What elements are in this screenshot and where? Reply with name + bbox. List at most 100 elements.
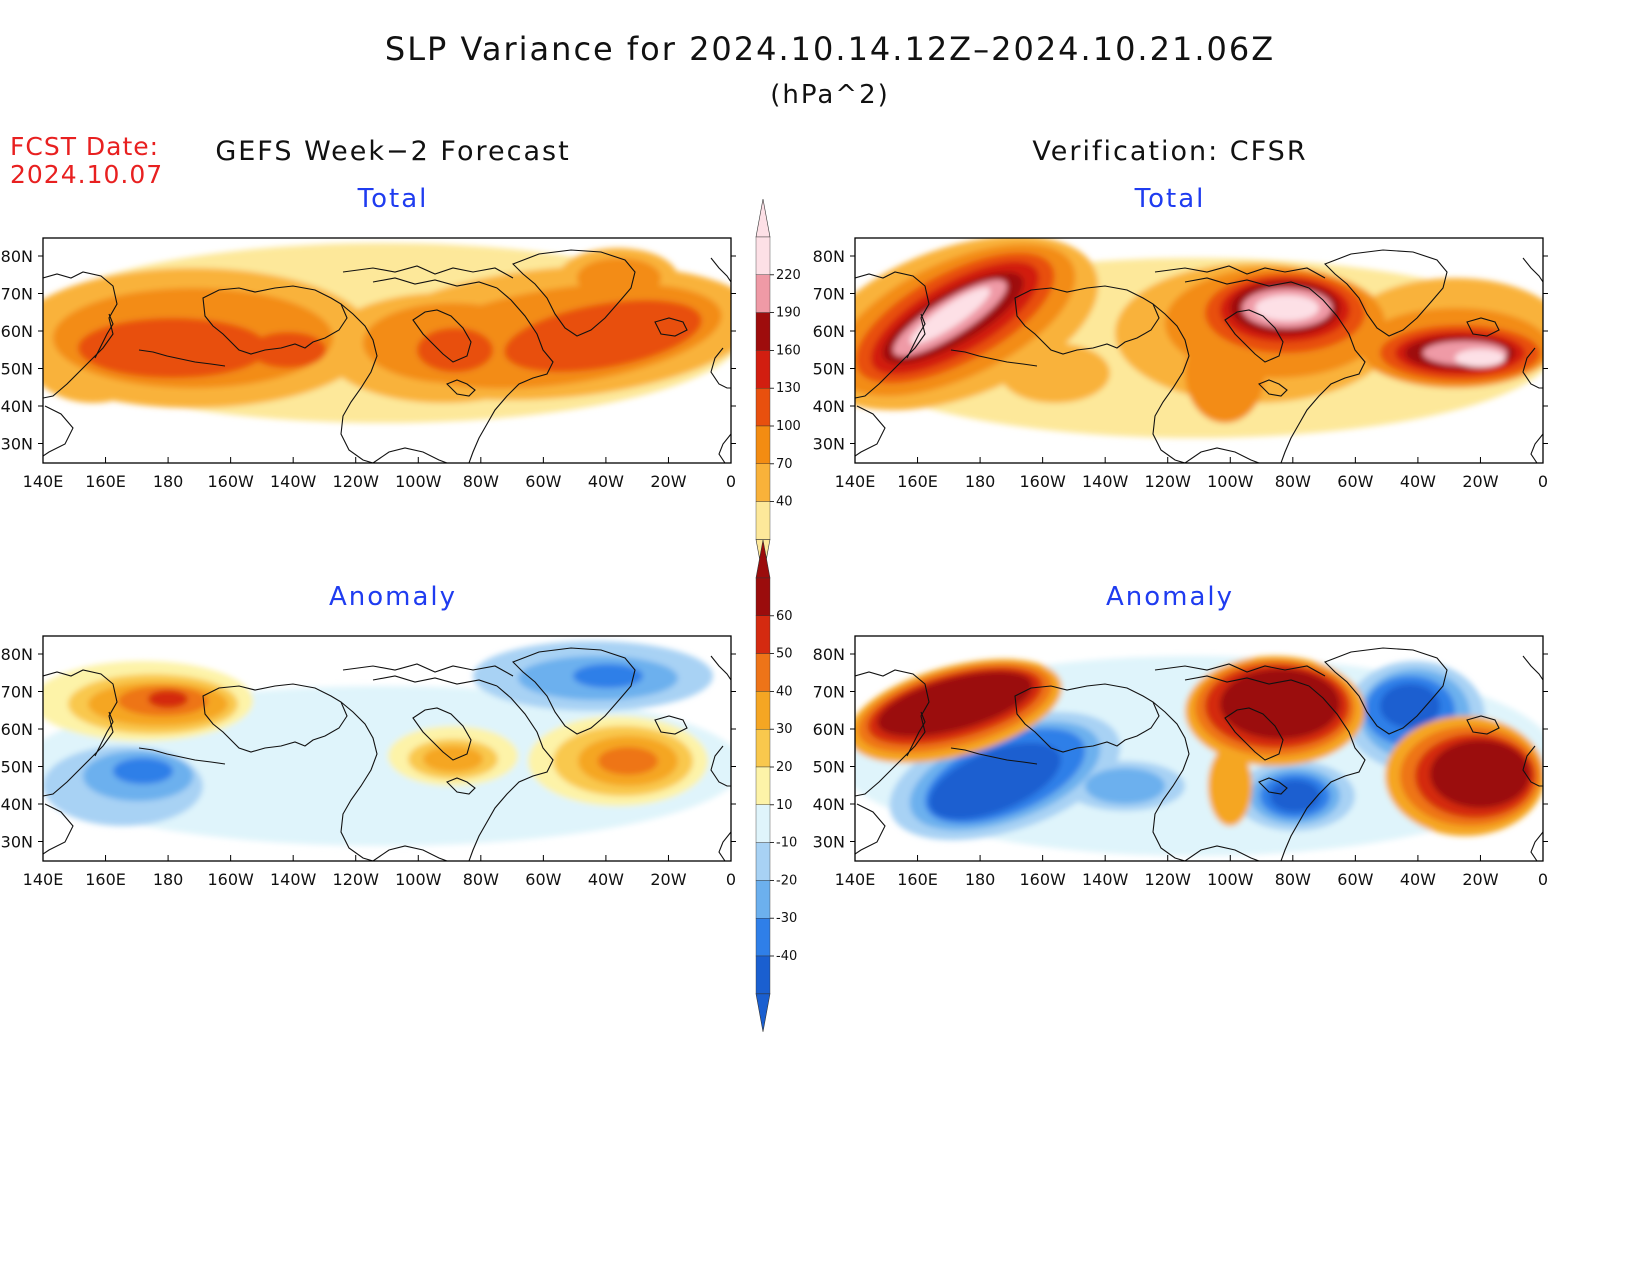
lon-tick-label: 20W <box>1462 472 1498 491</box>
lat-tick-label: 80N <box>813 645 845 664</box>
verification-column-heading: Verification: CFSR <box>1032 136 1308 167</box>
lon-tick-label: 120W <box>1145 870 1192 889</box>
lon-tick-label: 100W <box>1207 870 1254 889</box>
verification-anomaly-title: Anomaly <box>1105 582 1235 612</box>
colorbar-label: -30 <box>776 911 797 926</box>
lon-tick-label: 100W <box>395 472 442 491</box>
lat-tick-label: 70N <box>813 683 845 702</box>
contour-region <box>417 328 493 372</box>
contour-region <box>877 671 1033 737</box>
field-shading <box>855 656 1543 856</box>
contour-region <box>577 258 661 298</box>
lon-tick-label: 160W <box>207 472 254 491</box>
lon-tick-label: 100W <box>395 870 442 889</box>
lat-tick-label: 50N <box>1 360 33 379</box>
lon-tick-label: 40W <box>588 870 624 889</box>
forecast-anomaly-map: 140E 160E 180 160W 140W 120W 100W 80W 60W 40W 20W 0… <box>1 635 736 889</box>
lon-tick-label: 20W <box>650 472 686 491</box>
contour-region <box>1270 780 1320 812</box>
lat-tick-label: 50N <box>813 758 845 777</box>
lon-tick-label: 80W <box>1275 870 1311 889</box>
field-shading <box>855 238 1543 438</box>
lon-tick-label: 40W <box>1400 472 1436 491</box>
colorbar-label: 20 <box>776 760 793 775</box>
lon-tick-label: 40W <box>588 472 624 491</box>
lon-tick-label: 60W <box>1337 870 1373 889</box>
lon-tick-label: 140E <box>835 472 876 491</box>
forecast-total-map: 140E 160E 180 160W 140W 120W 100W 80W 60W 40W 20W 0… <box>1 237 736 491</box>
lon-tick-label: 120W <box>333 472 380 491</box>
lon-tick-label: 160W <box>207 870 254 889</box>
lon-tick-label: 140W <box>1082 472 1129 491</box>
lon-tick-label: 180 <box>965 870 996 889</box>
contour-region <box>78 318 268 378</box>
contour-region <box>148 690 188 708</box>
figure-units: (hPa^2) <box>770 80 890 110</box>
lon-tick-label: 60W <box>525 472 561 491</box>
lon-tick-label: 160W <box>1019 472 1066 491</box>
lon-tick-label: 160W <box>1019 870 1066 889</box>
colorbar-label: 160 <box>776 343 801 358</box>
lon-tick-label: 120W <box>333 870 380 889</box>
colorbar-label: -40 <box>776 949 797 964</box>
lon-tick-label: 100W <box>1207 472 1254 491</box>
lat-tick-label: 40N <box>1 795 33 814</box>
lat-tick-label: 60N <box>813 720 845 739</box>
lon-tick-label: 140W <box>270 870 317 889</box>
lon-tick-label: 80W <box>463 472 499 491</box>
lat-tick-label: 30N <box>813 833 845 852</box>
lat-tick-label: 80N <box>1 247 33 266</box>
lon-tick-label: 60W <box>1337 472 1373 491</box>
lat-tick-label: 50N <box>813 360 845 379</box>
lon-tick-label: 80W <box>1275 472 1311 491</box>
contour-region <box>1430 740 1530 808</box>
contour-region <box>1455 349 1505 367</box>
lon-tick-label: 180 <box>153 472 184 491</box>
lat-tick-label: 30N <box>1 435 33 454</box>
forecast-total-title: Total <box>357 184 429 214</box>
lat-tick-label: 50N <box>1 758 33 777</box>
lon-tick-label: 0 <box>1538 472 1548 491</box>
fcst-date-value: 2024.10.07 <box>10 160 164 189</box>
colorbar-label: 220 <box>776 268 801 283</box>
verification-total-title: Total <box>1134 184 1206 214</box>
colorbar-label: 60 <box>776 609 793 624</box>
colorbar-label: 30 <box>776 722 793 737</box>
lon-tick-label: 120W <box>1145 472 1192 491</box>
colorbar-label: 100 <box>776 419 801 434</box>
lon-tick-label: 0 <box>726 870 736 889</box>
lat-tick-label: 40N <box>813 795 845 814</box>
lon-tick-label: 0 <box>726 472 736 491</box>
contour-region <box>1208 746 1252 826</box>
lon-tick-label: 140E <box>23 472 64 491</box>
lon-tick-label: 160E <box>897 870 938 889</box>
lat-tick-label: 30N <box>813 435 845 454</box>
lat-tick-label: 70N <box>813 285 845 304</box>
contour-region <box>1085 768 1165 804</box>
field-shading <box>43 243 731 423</box>
lon-tick-label: 140E <box>835 870 876 889</box>
lon-tick-label: 20W <box>650 870 686 889</box>
colorbar-label: 40 <box>776 684 793 699</box>
verification-anomaly-map: 140E 160E 180 160W 140W 120W 100W 80W 60W 40W 20W 0… <box>813 635 1548 889</box>
lat-tick-label: 40N <box>1 397 33 416</box>
lon-tick-label: 180 <box>965 472 996 491</box>
contour-region <box>1185 323 1265 423</box>
contour-region <box>423 746 483 772</box>
lon-tick-label: 140E <box>23 870 64 889</box>
colorbar-label: 50 <box>776 647 793 662</box>
lat-tick-label: 80N <box>813 247 845 266</box>
lon-tick-label: 0 <box>1538 870 1548 889</box>
contour-region <box>504 300 702 372</box>
lon-tick-label: 20W <box>1462 870 1498 889</box>
colorbar-label: 70 <box>776 457 793 472</box>
anomaly-colorbar: -40 -30 -20 -10 10 20 30 40 50 60 <box>755 539 797 1032</box>
lat-tick-label: 60N <box>1 720 33 739</box>
lon-tick-label: 140W <box>270 472 317 491</box>
lon-tick-label: 80W <box>463 870 499 889</box>
colorbar-label: -20 <box>776 873 797 888</box>
lat-tick-label: 60N <box>1 322 33 341</box>
colorbar-label: 40 <box>776 495 793 510</box>
map-frame <box>42 237 732 464</box>
